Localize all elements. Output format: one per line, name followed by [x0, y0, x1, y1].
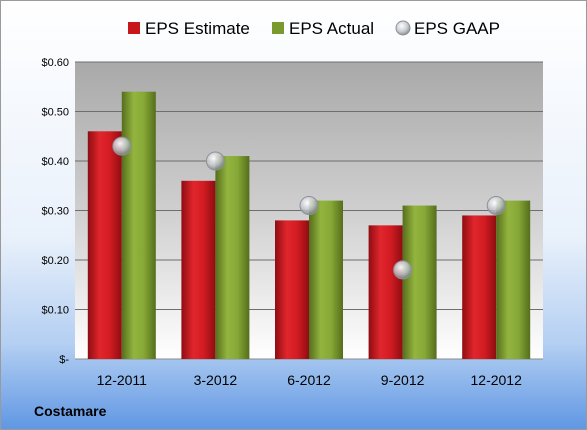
- marker-eps-gaap: [393, 260, 413, 280]
- legend-swatch-eps-gaap: [395, 20, 411, 36]
- x-tick-label: 9-2012: [381, 372, 425, 388]
- x-tick-label: 3-2012: [194, 372, 238, 388]
- y-tick-label: $0.10: [41, 305, 69, 317]
- bar-eps-actual: [121, 91, 156, 359]
- legend-label-eps-gaap: EPS GAAP: [414, 19, 500, 38]
- y-tick-label: $0.60: [41, 57, 69, 69]
- y-tick-label: $-: [59, 354, 69, 366]
- footer-company-name: Costamare: [34, 403, 107, 419]
- gaap-markers: [112, 136, 506, 280]
- marker-eps-gaap: [205, 151, 225, 171]
- bar-eps-actual: [309, 200, 343, 359]
- marker-eps-gaap: [299, 196, 319, 216]
- bar-eps-estimate: [368, 225, 403, 359]
- marker-eps-gaap: [112, 136, 132, 156]
- legend-swatch-eps-estimate: [128, 22, 140, 34]
- x-tick-label: 6-2012: [287, 372, 331, 388]
- y-tick-label: $0.50: [41, 107, 69, 119]
- bar-eps-actual: [402, 205, 437, 359]
- x-tick-label: 12-2011: [97, 372, 148, 388]
- y-tick-label: $0.20: [41, 255, 69, 267]
- bar-eps-actual: [215, 156, 250, 359]
- bar-eps-actual: [496, 200, 531, 359]
- bar-eps-estimate: [462, 215, 497, 359]
- bar-eps-estimate: [181, 180, 216, 359]
- legend-swatch-eps-actual: [272, 22, 284, 34]
- legend-label-eps-actual: EPS Actual: [289, 19, 374, 38]
- bar-eps-estimate: [275, 220, 309, 359]
- y-axis-ticks: $- $0.10 $0.20 $0.30 $0.40 $0.50 $0.60: [41, 57, 69, 366]
- x-axis-ticks: 12-2011 3-2012 6-2012 9-2012 12-2012: [97, 372, 522, 388]
- legend: EPS Estimate EPS Actual EPS GAAP: [128, 19, 500, 38]
- y-tick-label: $0.40: [41, 156, 69, 168]
- marker-eps-gaap: [486, 196, 506, 216]
- bar-eps-estimate: [87, 131, 122, 359]
- legend-label-eps-estimate: EPS Estimate: [145, 19, 250, 38]
- x-tick-label: 12-2012: [471, 372, 523, 388]
- y-tick-label: $0.30: [41, 206, 69, 218]
- bars: [87, 91, 531, 359]
